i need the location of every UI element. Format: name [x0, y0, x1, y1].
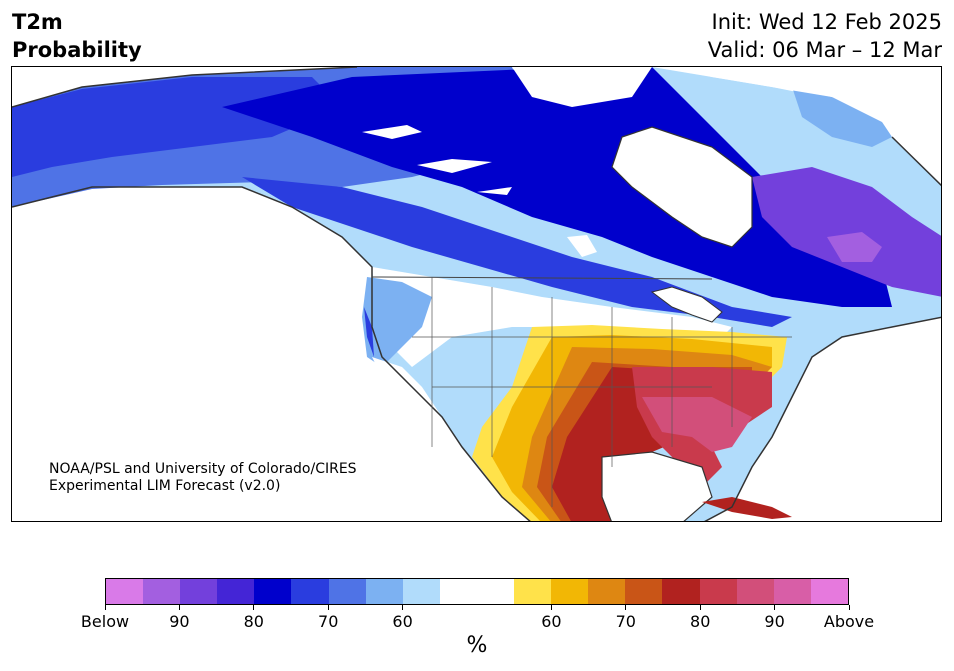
zone-pacific-coast — [364, 307, 374, 357]
colorbar-segment — [736, 579, 774, 604]
zone-pacific-nw — [362, 277, 432, 367]
colorbar-tick-label: 60 — [392, 612, 413, 631]
colorbar-tick-label: 90 — [764, 612, 785, 631]
zone-central-canada-strong — [222, 67, 892, 307]
probability-colorbar — [105, 578, 849, 605]
colorbar-tick-mark — [848, 605, 850, 610]
colorbar-segment — [588, 579, 626, 604]
colorbar-segment — [217, 579, 255, 604]
colorbar-tick-label: 80 — [690, 612, 711, 631]
colorbar-tick-label: 70 — [615, 612, 636, 631]
colorbar-segment — [143, 579, 181, 604]
colorbar-tick-mark — [253, 605, 255, 610]
colorbar-tick-mark — [699, 605, 701, 610]
map-title: T2m Probability — [12, 8, 142, 64]
map-canvas — [12, 67, 941, 521]
credit-line-1: NOAA/PSL and University of Colorado/CIRE… — [49, 461, 357, 477]
colorbar-segment — [514, 579, 552, 604]
zone-band-outer — [242, 177, 792, 327]
colorbar-segment — [551, 579, 589, 604]
great-lakes — [650, 286, 723, 323]
colorbar-tick-label: 60 — [541, 612, 562, 631]
colorbar-tick-mark — [774, 605, 776, 610]
colorbar-segment — [402, 579, 440, 604]
colorbar-tick-label: 90 — [169, 612, 190, 631]
zone-southeast-magenta — [642, 397, 752, 452]
great-bear-lake — [362, 125, 422, 139]
colorbar-segment — [180, 579, 218, 604]
colorbar-tick-mark — [178, 605, 180, 610]
gulf-of-mexico — [601, 451, 713, 521]
colorbar-segment — [365, 579, 403, 604]
colorbar-segment — [328, 579, 366, 604]
colorbar-segment — [662, 579, 700, 604]
lake-winnipeg — [567, 235, 597, 257]
colorbar-segment — [291, 579, 329, 604]
colorbar-segment — [773, 579, 811, 604]
colorbar-segment — [699, 579, 737, 604]
colorbar-tick-mark — [104, 605, 106, 610]
credit-line-2: Experimental LIM Forecast (v2.0) — [49, 478, 281, 494]
arctic-water — [512, 67, 652, 107]
colorbar-unit: % — [466, 633, 488, 658]
zone-quebec-light-purple — [827, 232, 882, 262]
probability-map — [11, 66, 942, 522]
lake-athabasca — [477, 187, 512, 195]
init-date: Init: Wed 12 Feb 2025 — [711, 10, 942, 34]
colorbar-segment — [106, 579, 144, 604]
valid-period: Valid: 06 Mar – 12 Mar — [707, 38, 942, 62]
colorbar-tick-mark — [402, 605, 404, 610]
zone-quebec-purple — [752, 167, 941, 297]
colorbar-tick-label: 80 — [243, 612, 264, 631]
hudson-bay — [611, 126, 753, 248]
state-lines — [412, 277, 792, 507]
colorbar-segment — [254, 579, 292, 604]
colorbar-segment — [810, 579, 848, 604]
colorbar-segment — [476, 579, 515, 604]
colorbar-tick-label: 70 — [318, 612, 339, 631]
colorbar-segment — [439, 579, 477, 604]
zone-labrador — [792, 87, 892, 147]
colorbar-tick-mark — [550, 605, 552, 610]
colorbar-tick-mark — [327, 605, 329, 610]
colorbar-segment — [625, 579, 663, 604]
forecast-dates: Init: Wed 12 Feb 2025 Valid: 06 Mar – 12… — [708, 8, 942, 64]
coastline — [12, 67, 941, 521]
zone-california — [372, 357, 442, 427]
colorbar-tick-mark — [625, 605, 627, 610]
colorbar-tick-label: Above — [823, 612, 875, 631]
cuba — [702, 497, 792, 519]
colorbar-tick-label: Below — [80, 612, 130, 631]
great-slave-lake — [417, 159, 492, 173]
credit-text: NOAA/PSL and University of Colorado/CIRE… — [49, 461, 357, 495]
arctic-water-2 — [672, 67, 941, 127]
title-line-2: Probability — [12, 38, 142, 62]
us-canada-border — [371, 276, 713, 280]
title-line-1: T2m — [12, 10, 63, 34]
